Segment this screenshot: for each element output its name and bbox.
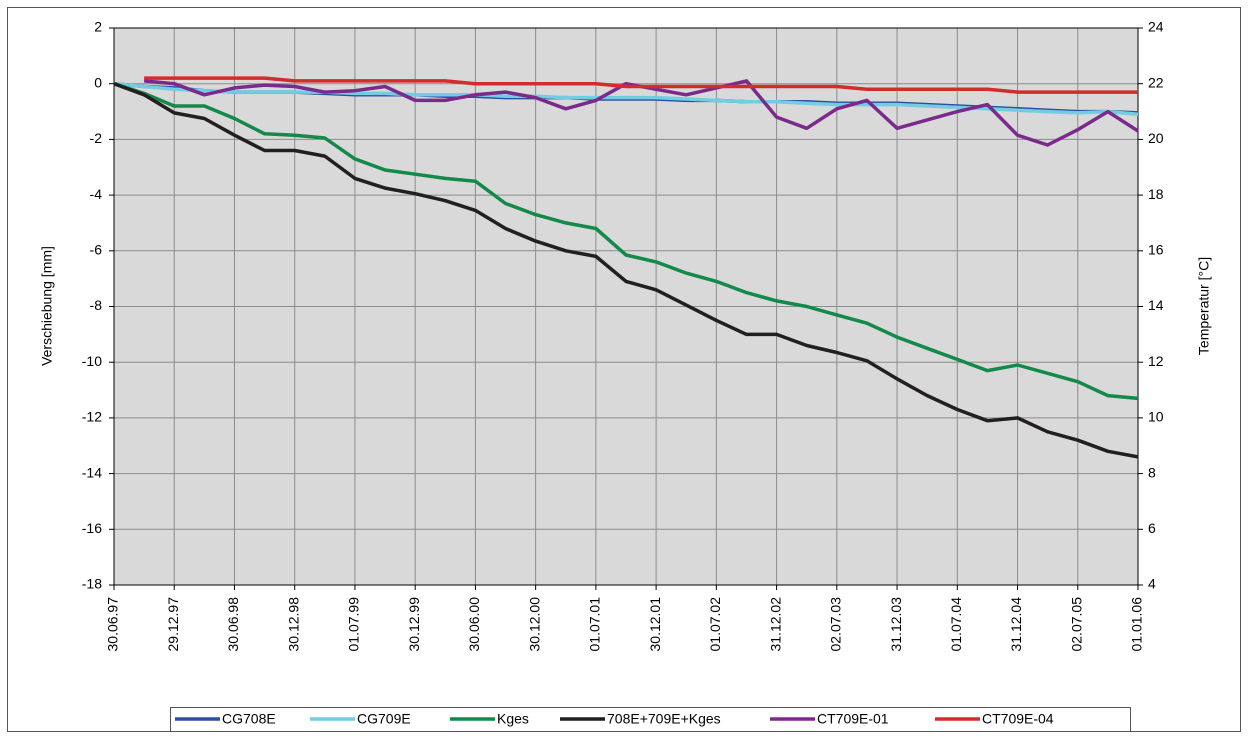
y2-tick-label: 8: [1148, 464, 1156, 480]
x-tick-label: 01.07.01: [587, 597, 603, 652]
y2-axis-label: Temperatur [°C]: [1196, 257, 1212, 355]
y-tick-label: -14: [82, 464, 102, 480]
y2-tick-label: 6: [1148, 520, 1156, 536]
y-tick-label: -18: [82, 576, 102, 592]
y-tick-label: -6: [90, 242, 103, 258]
x-tick-label: 31.12.02: [767, 597, 783, 652]
y-tick-label: -12: [82, 409, 102, 425]
y-tick-label: 0: [94, 74, 102, 90]
legend-label: CT709E-01: [817, 711, 889, 727]
x-tick-label: 01.01.06: [1129, 597, 1145, 652]
legend-label: CT709E-04: [982, 711, 1054, 727]
y2-tick-label: 14: [1148, 297, 1164, 313]
x-tick-label: 02.07.05: [1068, 597, 1084, 652]
legend-label: 708E+709E+Kges: [607, 711, 721, 727]
x-tick-label: 30.06.97: [105, 597, 121, 652]
y-axis-label: Verschiebung [mm]: [39, 246, 55, 366]
y-tick-label: -4: [90, 186, 103, 202]
y2-tick-label: 22: [1148, 74, 1164, 90]
x-tick-label: 30.12.01: [647, 597, 663, 652]
legend-label: Kges: [497, 711, 529, 727]
x-tick-label: 30.12.98: [285, 597, 301, 652]
x-tick-label: 30.06.00: [466, 597, 482, 652]
x-tick-label: 31.12.03: [888, 597, 904, 652]
legend-label: CG709E: [357, 711, 411, 727]
x-tick-label: 29.12.97: [165, 597, 181, 652]
y2-tick-label: 24: [1148, 19, 1164, 35]
y2-tick-label: 20: [1148, 130, 1164, 146]
y-tick-label: 2: [94, 19, 102, 35]
y-tick-label: -8: [90, 297, 103, 313]
x-tick-label: 01.07.99: [346, 597, 362, 652]
series-line: [113, 82, 1139, 459]
x-tick-label: 30.12.00: [526, 597, 542, 652]
legend-label: CG708E: [222, 711, 276, 727]
series-line: [144, 76, 1138, 94]
x-tick-label: 01.07.04: [948, 597, 964, 652]
y2-tick-label: 18: [1148, 186, 1164, 202]
y2-tick-label: 12: [1148, 353, 1164, 369]
series-line: [113, 82, 1139, 401]
x-tick-label: 02.07.03: [828, 597, 844, 652]
x-tick-label: 01.07.02: [707, 597, 723, 652]
y2-tick-label: 4: [1148, 576, 1156, 592]
y2-tick-label: 10: [1148, 409, 1164, 425]
y-tick-label: -16: [82, 520, 102, 536]
y-tick-label: -10: [82, 353, 102, 369]
plot-border: [113, 27, 1139, 586]
x-tick-label: 31.12.04: [1008, 597, 1024, 652]
y-tick-label: -2: [90, 130, 103, 146]
x-tick-label: 30.06.98: [225, 597, 241, 652]
x-tick-label: 30.12.99: [406, 597, 422, 652]
y2-tick-label: 16: [1148, 242, 1164, 258]
